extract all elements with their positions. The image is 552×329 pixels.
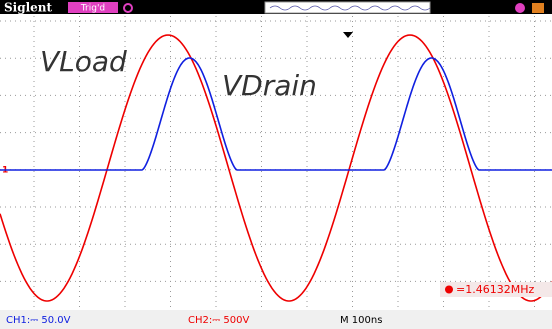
trigger-marker bbox=[343, 32, 353, 38]
status: Trig'd bbox=[80, 4, 105, 14]
load-label: VLoad bbox=[40, 45, 127, 78]
ch1-setting: CH1:⎓ 50.0V bbox=[6, 315, 71, 326]
measurement: =1.46132MHz bbox=[456, 283, 534, 296]
drain-label: VDrain bbox=[222, 69, 317, 102]
timebase: M 100ns bbox=[340, 315, 382, 326]
icon bbox=[515, 3, 525, 13]
scope-screen: Siglent Trig'd 1 VLoad VDrain =1.46132MH… bbox=[0, 0, 552, 329]
scope-display: Siglent Trig'd 1 VLoad VDrain =1.46132MH… bbox=[0, 0, 552, 329]
bottom-bar bbox=[0, 310, 552, 329]
icon bbox=[532, 3, 544, 13]
ch2-setting: CH2:⎓ 500V bbox=[188, 315, 249, 326]
brand: Siglent bbox=[4, 1, 53, 15]
overview bbox=[265, 2, 430, 13]
measure-icon bbox=[445, 286, 453, 294]
